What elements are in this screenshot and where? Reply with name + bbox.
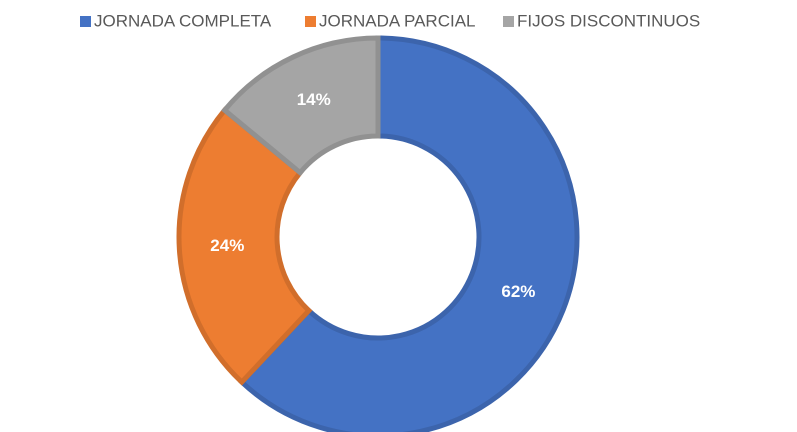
- legend-marker: [305, 16, 316, 27]
- donut-segment: [176, 106, 313, 386]
- data-label: 24%: [210, 236, 244, 255]
- data-label: 62%: [501, 282, 535, 301]
- data-label: 14%: [297, 90, 331, 109]
- donut-segment: [221, 35, 381, 177]
- legend-label: JORNADA PARCIAL: [319, 11, 476, 30]
- legend-marker: [503, 16, 514, 27]
- legend-label: FIJOS DISCONTINUOS: [517, 11, 700, 30]
- legend-marker: [80, 16, 91, 27]
- legend-label: JORNADA COMPLETA: [94, 11, 272, 30]
- donut-segment: [238, 35, 580, 432]
